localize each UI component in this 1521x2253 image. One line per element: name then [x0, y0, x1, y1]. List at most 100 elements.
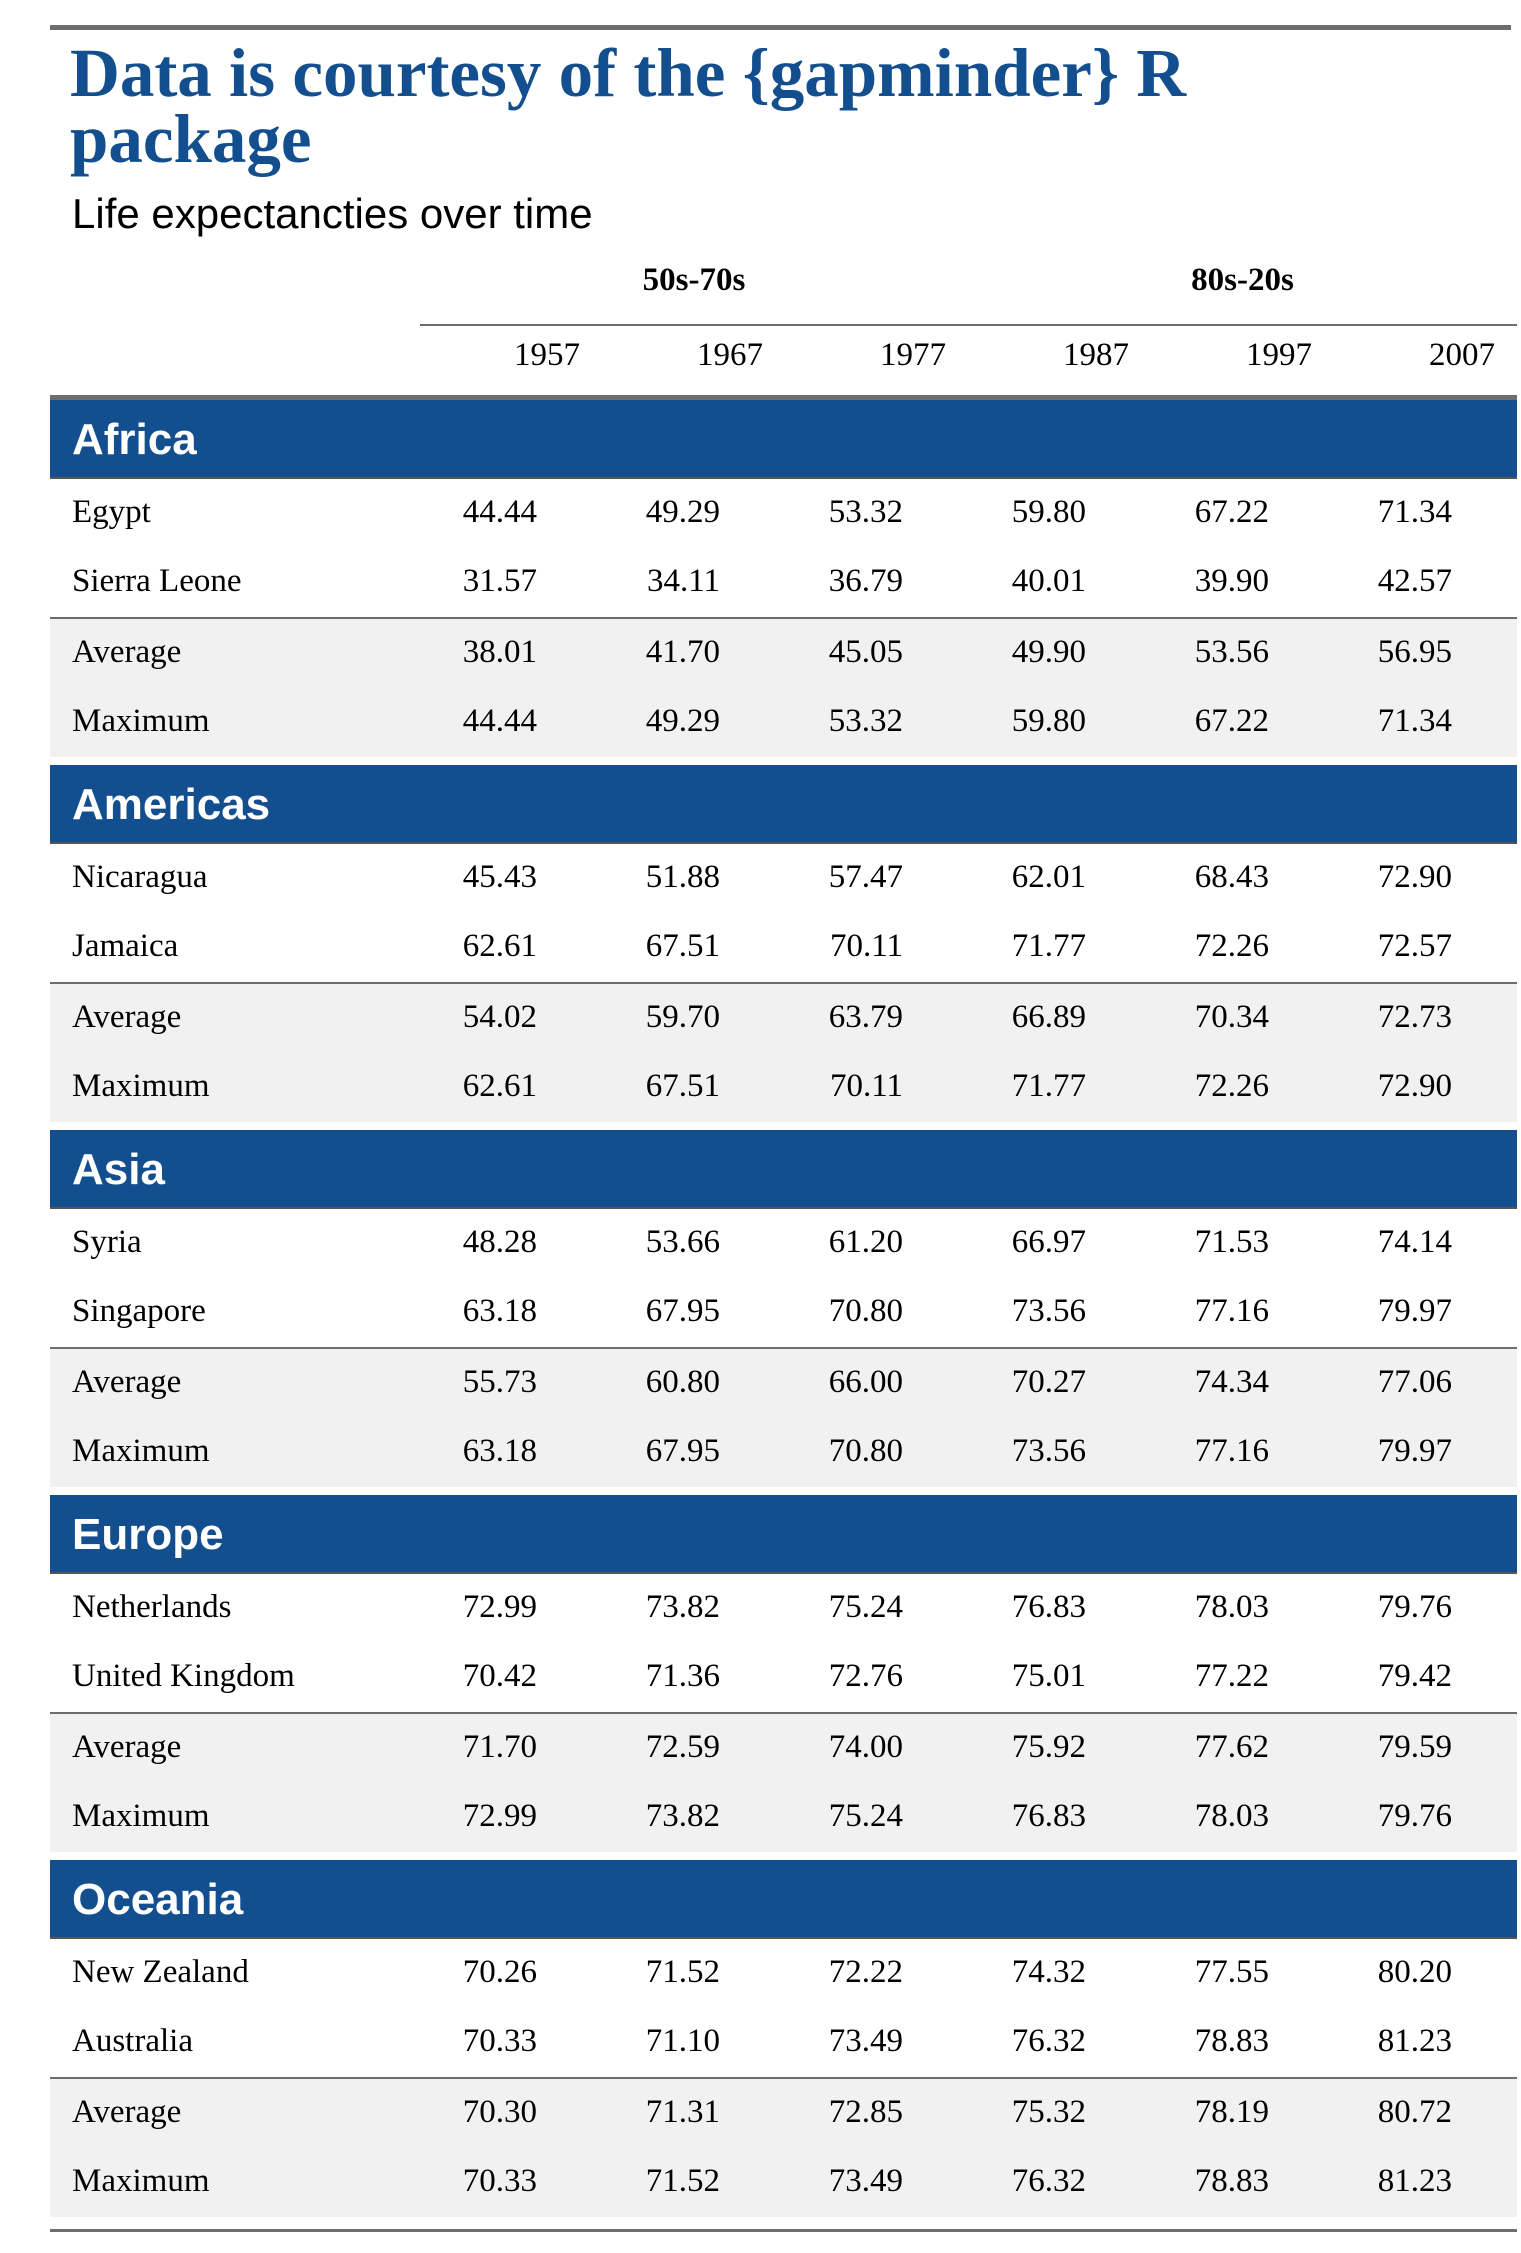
table-cell: 67.95: [645, 1293, 720, 1329]
table-cell: 77.16: [1194, 1433, 1269, 1469]
group-label: Europe: [72, 1510, 224, 1559]
table-cell: 62.01: [1011, 859, 1086, 895]
table-cell: 72.26: [1194, 928, 1269, 964]
column-header-1957: 1957: [514, 337, 580, 373]
table-cell: 63.18: [462, 1433, 537, 1469]
group-label: Asia: [72, 1145, 165, 1194]
table-cell: 79.76: [1377, 1589, 1452, 1625]
row-label: Singapore: [72, 1293, 206, 1329]
table-cell: 74.14: [1377, 1224, 1452, 1260]
column-header-1967: 1967: [697, 337, 763, 373]
row-label: Egypt: [72, 494, 151, 530]
summary-row: Average 71.70 72.59 74.00 75.92 77.62 79.59: [50, 1714, 1517, 1783]
table-cell: 62.61: [462, 928, 537, 964]
table-row: Nicaragua 45.43 51.88 57.47 62.01 68.43 72.90: [50, 844, 1517, 913]
table-cell: 71.70: [462, 1729, 537, 1765]
table-cell: 59.70: [645, 999, 720, 1035]
table-cell: 78.03: [1194, 1798, 1269, 1834]
table-cell: 70.33: [462, 2023, 537, 2059]
table-cell: 49.90: [1011, 634, 1086, 670]
group-header: Asia: [50, 1130, 1517, 1209]
table-cell: 76.32: [1011, 2163, 1086, 2199]
summary-label: Average: [72, 1729, 182, 1765]
table-cell: 78.83: [1194, 2023, 1269, 2059]
table-cell: 36.79: [828, 563, 903, 599]
summary-row: Maximum 70.33 71.52 73.49 76.32 78.83 81.23: [50, 2148, 1517, 2217]
table-cell: 81.23: [1377, 2023, 1452, 2059]
row-label: Syria: [72, 1224, 142, 1260]
column-header-1997: 1997: [1246, 337, 1312, 373]
group-label: Americas: [72, 780, 271, 829]
summary-divider: [50, 982, 1517, 984]
table-cell: 71.53: [1194, 1224, 1269, 1260]
table-cell: 72.73: [1377, 999, 1452, 1035]
table-cell: 67.51: [645, 928, 720, 964]
table-cell: 74.00: [828, 1729, 903, 1765]
table-cell: 72.76: [828, 1658, 903, 1694]
table-cell: 70.11: [829, 928, 903, 964]
table-cell: 74.32: [1011, 1954, 1086, 1990]
page-subtitle: Life expectancties over time: [72, 190, 593, 237]
table-cell: 81.23: [1377, 2163, 1452, 2199]
table-cell: 72.85: [828, 2094, 903, 2130]
table-cell: 70.26: [462, 1954, 537, 1990]
table-cell: 76.83: [1011, 1589, 1086, 1625]
table-cell: 71.77: [1011, 928, 1086, 964]
table-cell: 56.95: [1377, 634, 1452, 670]
table-cell: 71.34: [1377, 494, 1452, 530]
table-cell: 77.16: [1194, 1293, 1269, 1329]
summary-divider: [50, 617, 1517, 619]
table-cell: 78.03: [1194, 1589, 1269, 1625]
table-cell: 51.88: [645, 859, 720, 895]
table-cell: 75.32: [1011, 2094, 1086, 2130]
table-cell: 45.43: [462, 859, 537, 895]
table-cell: 71.34: [1377, 703, 1452, 739]
table-cell: 59.80: [1011, 494, 1086, 530]
table-cell: 70.80: [828, 1433, 903, 1469]
table-cell: 67.51: [645, 1068, 720, 1104]
group-header: Oceania: [50, 1860, 1517, 1939]
table-cell: 44.44: [462, 703, 537, 739]
table-cell: 31.57: [462, 563, 537, 599]
table-cell: 77.06: [1377, 1364, 1452, 1400]
table-cell: 73.49: [828, 2163, 903, 2199]
table-cell: 34.11: [646, 563, 720, 599]
table-cell: 71.36: [645, 1658, 720, 1694]
table-cell: 70.27: [1011, 1364, 1086, 1400]
table-cell: 80.72: [1377, 2094, 1452, 2130]
table-cell: 45.05: [828, 634, 903, 670]
table-cell: 72.57: [1377, 928, 1452, 964]
table-cell: 49.29: [645, 703, 720, 739]
summary-divider: [50, 1712, 1517, 1714]
table-cell: 79.59: [1377, 1729, 1452, 1765]
summary-label: Average: [72, 999, 182, 1035]
table-cell: 57.47: [828, 859, 903, 895]
table-cell: 38.01: [462, 634, 537, 670]
table-row: Netherlands 72.99 73.82 75.24 76.83 78.03 79.7…: [50, 1574, 1517, 1643]
table-cell: 72.22: [828, 1954, 903, 1990]
summary-label: Maximum: [72, 1433, 210, 1469]
summary-row: Average 38.01 41.70 45.05 49.90 53.56 56.95: [50, 619, 1517, 688]
row-label: Australia: [72, 2023, 193, 2059]
summary-divider: [50, 2077, 1517, 2079]
table-cell: 71.52: [645, 2163, 720, 2199]
row-label: New Zealand: [72, 1954, 249, 1990]
table-cell: 72.26: [1194, 1068, 1269, 1104]
table-cell: 73.82: [645, 1589, 720, 1625]
summary-label: Average: [72, 634, 182, 670]
table-cell: 53.56: [1194, 634, 1269, 670]
table-cell: 70.11: [829, 1068, 903, 1104]
group-header: Europe: [50, 1495, 1517, 1574]
group-header: Africa: [50, 400, 1517, 479]
table-cell: 79.97: [1377, 1433, 1452, 1469]
table-cell: 70.80: [828, 1293, 903, 1329]
summary-label: Maximum: [72, 1798, 210, 1834]
table-cell: 70.30: [462, 2094, 537, 2130]
table-row: Sierra Leone 31.57 34.11 36.79 40.01 39.90 42.…: [50, 548, 1517, 617]
table-cell: 72.90: [1377, 859, 1452, 895]
table-cell: 60.80: [645, 1364, 720, 1400]
table-cell: 53.32: [828, 494, 903, 530]
table-cell: 63.18: [462, 1293, 537, 1329]
group-label: Africa: [72, 415, 197, 464]
summary-label: Average: [72, 1364, 182, 1400]
